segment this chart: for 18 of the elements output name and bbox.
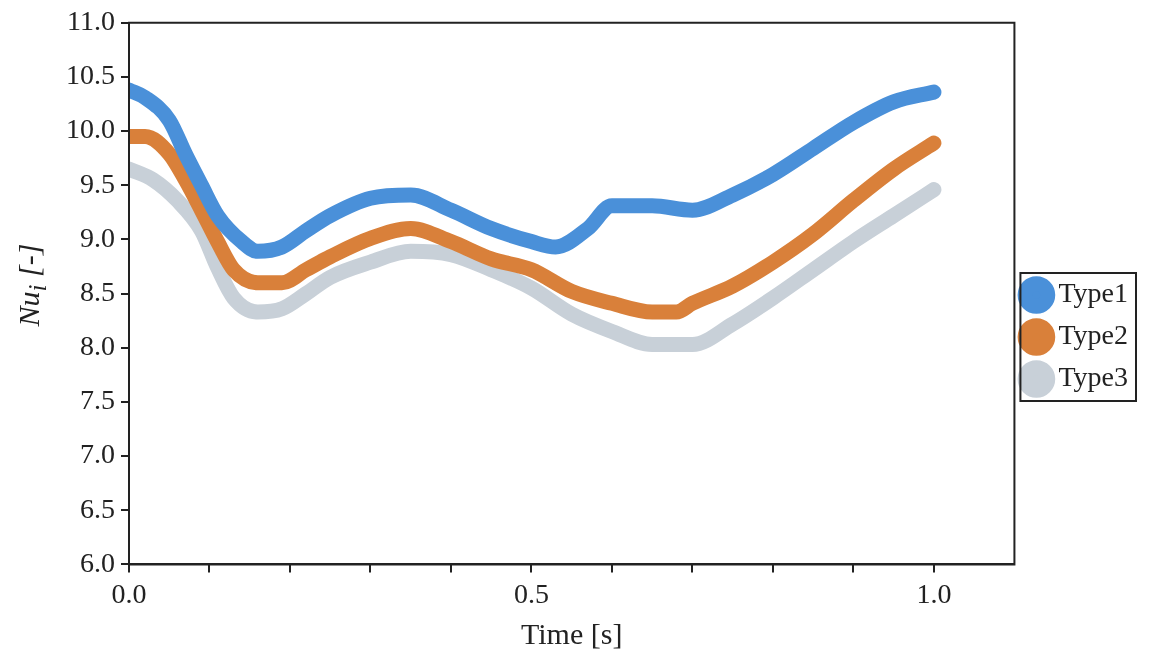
x-tick-label: 0.0	[111, 577, 147, 609]
y-tick-label: 8.0	[80, 330, 115, 362]
y-tick-label: 11.0	[67, 5, 115, 37]
x-tick-label: 0.5	[513, 577, 549, 609]
y-tick-label: 10.5	[66, 59, 115, 91]
legend-label: Type3	[1058, 361, 1128, 393]
y-tick-label: 8.5	[80, 275, 115, 307]
y-tick-label: 7.5	[80, 384, 115, 416]
y-tick-label: 9.0	[80, 221, 115, 253]
y-tick-label: 6.5	[80, 492, 115, 524]
legend-label: Type1	[1058, 277, 1128, 309]
y-tick-label: 10.0	[66, 113, 115, 145]
x-tick-label: 1.0	[916, 577, 952, 609]
y-tick-label: 9.5	[80, 167, 115, 199]
y-tick-label: 7.0	[80, 438, 115, 470]
x-axis-title: Time [s]	[521, 616, 623, 650]
legend-label: Type2	[1058, 319, 1128, 351]
y-tick-label: 6.0	[80, 546, 115, 578]
